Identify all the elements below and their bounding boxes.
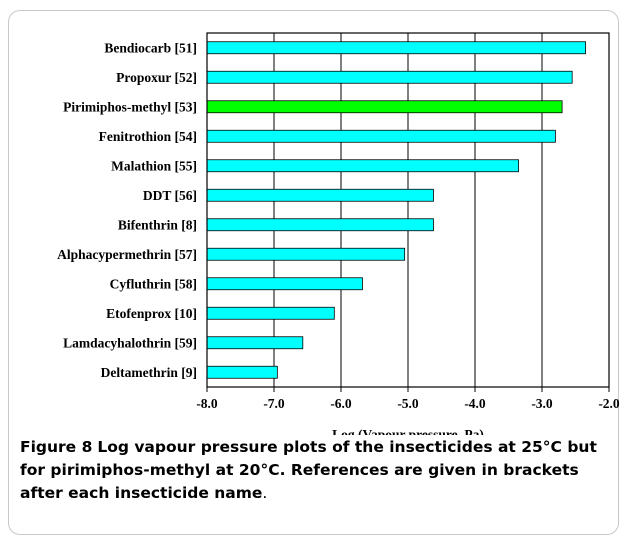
- x-tick-label: -7.0: [263, 396, 285, 411]
- category-label: Bifenthrin [8]: [118, 217, 197, 232]
- category-label: Alphacypermethrin [57]: [57, 247, 197, 262]
- category-label: Pirimiphos-methyl [53]: [63, 99, 197, 114]
- category-label: Propoxur [52]: [116, 70, 197, 85]
- bar: [206, 218, 434, 232]
- bar: [206, 70, 573, 84]
- figure-caption: Figure 8 Log vapour pressure plots of th…: [20, 436, 610, 505]
- x-tick-label: -4.0: [464, 396, 486, 411]
- x-axis-title: Log (Vapour pressure, Pa): [332, 427, 484, 435]
- bar-chart: Bendiocarb [51] Propoxur [52] Pirimiphos-m…: [57, 32, 620, 435]
- bar: [206, 277, 363, 291]
- x-tick-label: -5.0: [397, 396, 419, 411]
- category-label: Lamdacyhalothrin [59]: [63, 335, 197, 350]
- x-tick-label: -3.0: [531, 396, 553, 411]
- category-label: Etofenprox [10]: [106, 306, 197, 321]
- category-label: Fenitrothion [54]: [99, 129, 197, 144]
- category-label: Cyfluthrin [58]: [110, 276, 197, 291]
- figure-caption-text: Log vapour pressure plots of the insecti…: [20, 438, 597, 502]
- bar: [206, 336, 304, 350]
- bar: [206, 100, 563, 114]
- category-label: Deltamethrin [9]: [101, 365, 197, 380]
- bar: [206, 365, 278, 379]
- figure-frame: [8, 10, 619, 535]
- figure-caption-period: .: [262, 484, 268, 502]
- bar: [206, 41, 586, 55]
- category-label: Bendiocarb [51]: [104, 40, 197, 55]
- category-label: Malathion [55]: [111, 158, 197, 173]
- figure-label: Figure 8: [20, 438, 93, 456]
- category-label: DDT [56]: [143, 188, 197, 203]
- bar: [206, 188, 434, 202]
- x-tick-label: -6.0: [330, 396, 352, 411]
- bar: [206, 129, 556, 143]
- x-tick-label: -8.0: [196, 396, 218, 411]
- x-tick-label: -2.0: [598, 396, 620, 411]
- bar: [206, 247, 406, 261]
- bar: [206, 159, 519, 173]
- bar: [206, 306, 335, 320]
